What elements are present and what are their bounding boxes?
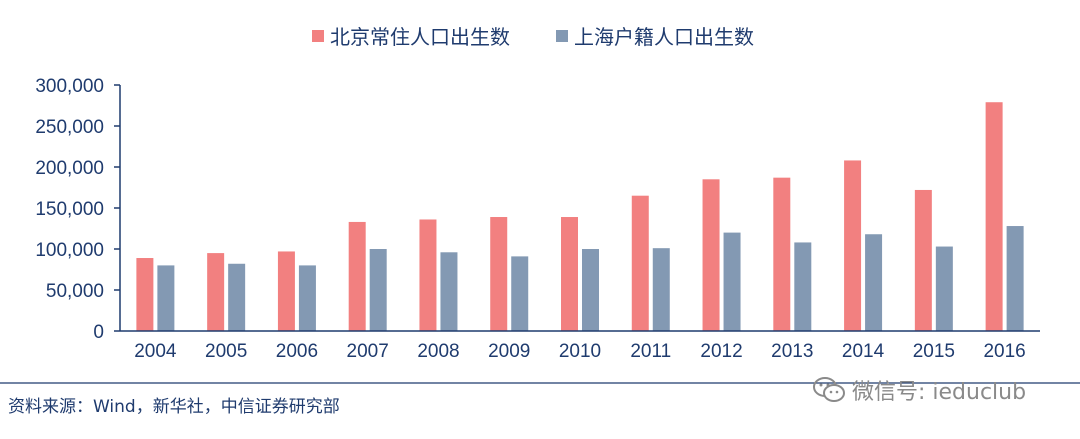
bar-beijing-2014: [844, 160, 862, 331]
x-axis: 2004 2005 2006 2007 2008 2009 2010 2011 2012 2013…: [120, 330, 1040, 362]
x-tick-label: 2013: [771, 341, 813, 362]
bar-beijing-2016: [985, 102, 1003, 331]
bar-beijing-2007: [348, 221, 366, 331]
x-tick-label: 2007: [347, 341, 389, 362]
watermark-text: 微信号: ieduclub: [852, 380, 1027, 405]
bar-beijing-2004: [136, 258, 154, 331]
y-tick-label: 150,000: [35, 199, 104, 220]
bar-shanghai-2010: [582, 249, 599, 331]
y-axis: 0 50,000 100,000 150,000 200,000 250,000 300,0…: [35, 76, 121, 343]
x-tick-label: 2009: [488, 341, 530, 362]
bar-shanghai-2007: [369, 249, 387, 331]
bar-shanghai-2015: [935, 246, 953, 331]
bar-beijing-2006: [277, 251, 295, 331]
bar-beijing-2015: [914, 189, 932, 331]
legend-swatch-1: [312, 30, 324, 42]
x-tick-label: 2016: [983, 341, 1025, 362]
y-tick-label: 100,000: [35, 240, 104, 261]
bars: [136, 102, 1024, 331]
bar-shanghai-2009: [511, 256, 529, 331]
wechat-icon: [813, 377, 845, 402]
x-tick-label: 2015: [913, 341, 955, 362]
bar-shanghai-2011: [652, 248, 670, 331]
legend-label-2: 上海户籍人口出生数: [574, 25, 754, 49]
x-tick-label: 2011: [630, 341, 671, 362]
bar-beijing-2005: [207, 253, 225, 331]
source-note: 资料来源：Wind，新华社，中信证券研究部: [8, 397, 340, 417]
x-tick-label: 2006: [276, 341, 318, 362]
bar-beijing-2009: [490, 217, 508, 331]
x-tick-label: 2012: [700, 341, 742, 362]
x-tick-label: 2004: [134, 341, 177, 362]
bar-shanghai-2004: [157, 265, 175, 331]
bar-shanghai-2005: [228, 263, 246, 331]
x-tick-label: 2005: [205, 341, 247, 362]
y-tick-label: 50,000: [46, 281, 104, 302]
bar-shanghai-2014: [865, 234, 883, 331]
x-tick-label: 2010: [559, 341, 601, 362]
y-tick-label: 300,000: [35, 76, 104, 97]
x-tick-label: 2014: [842, 341, 885, 362]
bar-shanghai-2008: [440, 252, 458, 331]
y-tick-label: 0: [93, 322, 104, 343]
legend-label-1: 北京常住人口出生数: [330, 25, 510, 49]
bar-beijing-2012: [702, 179, 720, 331]
y-tick-label: 250,000: [35, 117, 104, 138]
bar-beijing-2010: [561, 217, 578, 331]
legend-swatch-2: [556, 30, 568, 42]
bar-beijing-2013: [773, 177, 791, 331]
y-tick-label: 200,000: [35, 158, 104, 179]
bar-shanghai-2016: [1006, 226, 1024, 331]
legend: 北京常住人口出生数 上海户籍人口出生数: [312, 25, 754, 49]
bar-shanghai-2006: [298, 265, 316, 331]
bar-shanghai-2012: [723, 232, 741, 331]
bar-beijing-2008: [419, 219, 437, 331]
bar-beijing-2011: [631, 195, 649, 331]
watermark: 微信号: ieduclub: [812, 374, 1026, 406]
x-tick-label: 2008: [417, 341, 459, 362]
bar-shanghai-2013: [794, 242, 812, 331]
